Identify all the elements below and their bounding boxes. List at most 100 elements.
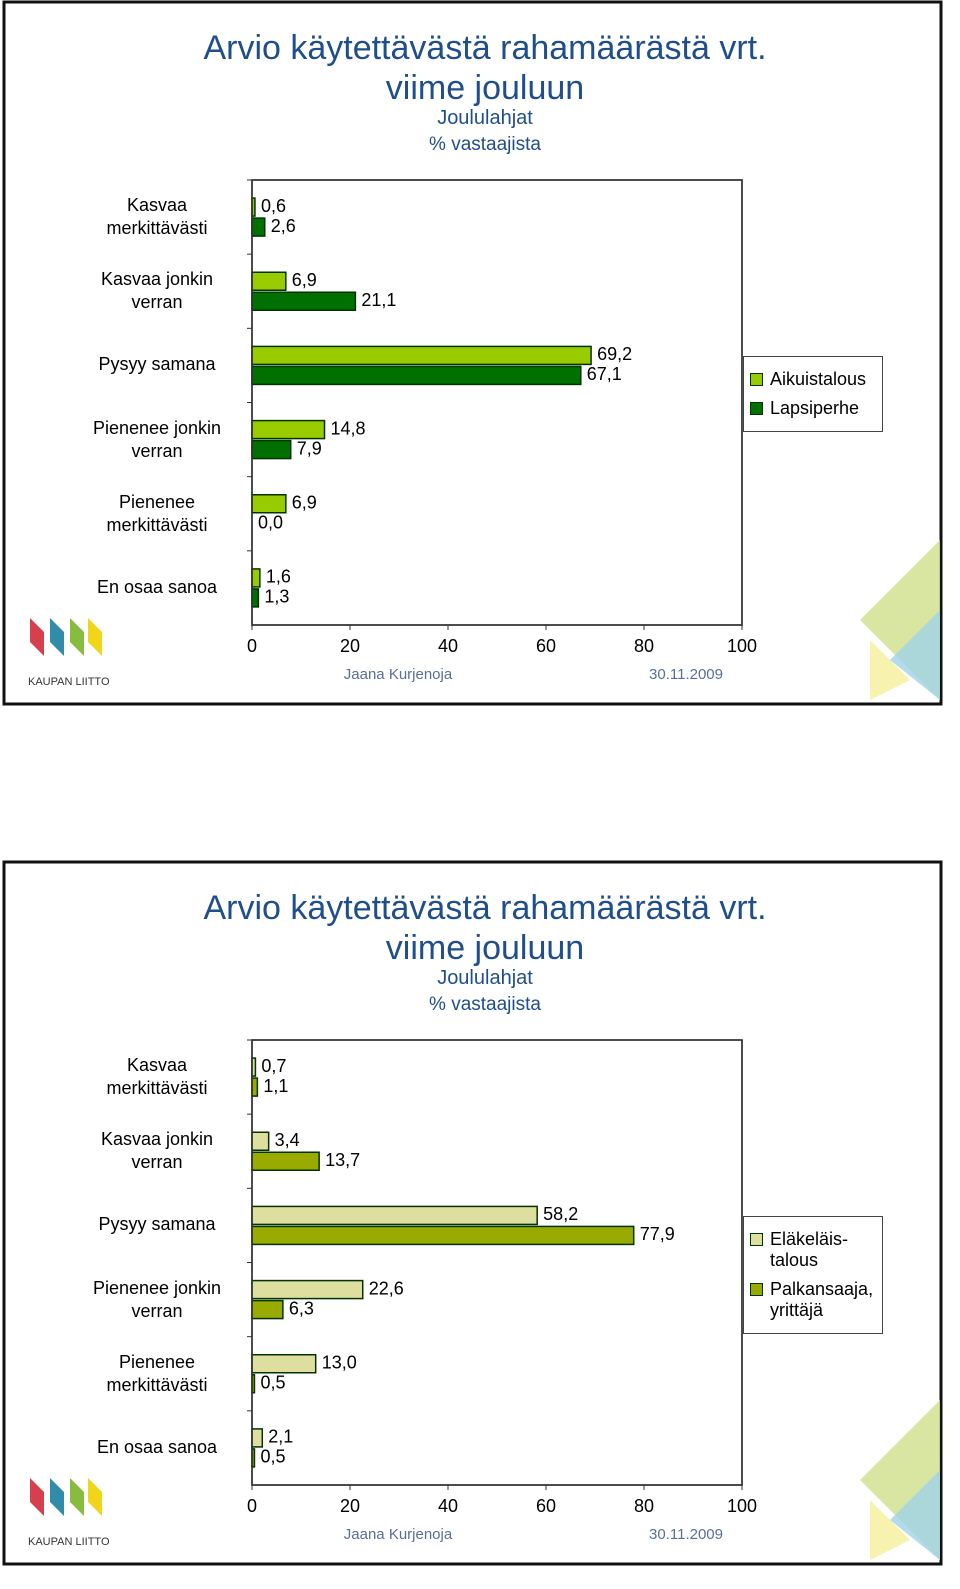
bar xyxy=(251,588,260,608)
plot-area xyxy=(251,179,743,626)
data-label: 6,3 xyxy=(289,1298,314,1318)
bar xyxy=(251,439,292,460)
legend-swatch xyxy=(750,373,763,386)
decor-shape xyxy=(870,640,910,700)
footer-date: 30.11.2009 xyxy=(649,1526,723,1543)
data-label: 0,0 xyxy=(258,513,283,533)
category-label: Kasvaa merkittävästi xyxy=(106,195,208,239)
bar xyxy=(251,1131,270,1151)
category-label: En osaa sanoa xyxy=(96,576,218,597)
logo-text: KAUPAN LIITTO xyxy=(28,676,110,688)
data-label: 2,6 xyxy=(271,216,296,236)
data-label: 67,1 xyxy=(587,364,622,384)
data-label: 1,1 xyxy=(263,1076,288,1096)
legend-item: Eläkeläis-talous xyxy=(750,1229,876,1271)
x-tick-label: 100 xyxy=(727,636,757,656)
plot-border xyxy=(251,1039,743,1486)
category-label: Pysyy samana xyxy=(98,1214,216,1235)
x-tick-label: 20 xyxy=(340,636,360,656)
category-label: Kasvaa jonkin verran xyxy=(100,269,214,313)
category-label: Pienenee merkittävästi xyxy=(106,491,208,535)
bar xyxy=(251,291,357,311)
logo-shape xyxy=(88,1478,102,1516)
x-tick-label: 80 xyxy=(634,636,654,656)
data-label: 0,5 xyxy=(260,1373,285,1393)
logo-shape xyxy=(30,618,44,656)
category-label: Pienenee merkittävästi xyxy=(106,1351,208,1395)
x-tick-label: 20 xyxy=(340,1496,360,1516)
bar xyxy=(251,419,326,440)
logo-shape xyxy=(30,1478,44,1516)
data-label: 69,2 xyxy=(597,344,632,364)
legend-item: Palkansaaja, yrittäjä xyxy=(750,1279,876,1321)
data-label: 77,9 xyxy=(640,1224,675,1244)
footer-author: Jaana Kurjenoja xyxy=(344,1526,453,1543)
category-label: Pienenee jonkin verran xyxy=(92,417,222,461)
data-label: 14,8 xyxy=(331,418,366,438)
data-label: 1,3 xyxy=(264,587,289,607)
unit-note: % vastaajista xyxy=(429,134,541,155)
legend-swatch xyxy=(750,1233,763,1246)
bar xyxy=(251,1279,364,1300)
chart-subtitle: Joululahjat xyxy=(437,967,533,989)
category-label: Pienenee jonkin verran xyxy=(92,1277,222,1321)
bar xyxy=(251,1299,284,1320)
data-label: 7,9 xyxy=(297,438,322,458)
legend-swatch xyxy=(750,402,763,415)
bar xyxy=(251,271,287,291)
x-tick-label: 40 xyxy=(438,636,458,656)
chart-title: Arvio käytettävästä rahamäärästä vrt. vi… xyxy=(203,889,767,967)
data-label: 2,1 xyxy=(268,1427,293,1447)
unit-note: % vastaajista xyxy=(429,994,541,1015)
slide-frame xyxy=(2,0,943,706)
bar xyxy=(251,365,582,386)
decor-shape xyxy=(890,1470,940,1560)
data-label: 21,1 xyxy=(361,290,396,310)
logo-shape xyxy=(70,1478,84,1516)
bar xyxy=(251,1077,259,1097)
data-label: 22,6 xyxy=(369,1278,404,1298)
bar xyxy=(251,1205,538,1226)
x-tick-label: 0 xyxy=(247,636,257,656)
category-label: En osaa sanoa xyxy=(96,1436,218,1457)
data-label: 0,5 xyxy=(260,1447,285,1467)
x-tick-label: 60 xyxy=(536,636,556,656)
data-label: 3,4 xyxy=(275,1130,300,1150)
data-label: 6,9 xyxy=(292,270,317,290)
legend-swatch xyxy=(750,1283,763,1296)
bar xyxy=(251,1151,320,1171)
legend-item: Aikuistalous xyxy=(750,369,876,390)
legend-label: Aikuistalous xyxy=(770,369,867,389)
logo-shape xyxy=(70,618,84,656)
legend: Eläkeläis-talous Palkansaaja, yrittäjä xyxy=(743,1216,883,1334)
footer-author: Jaana Kurjenoja xyxy=(344,666,453,683)
category-label: Kasvaa jonkin verran xyxy=(100,1129,214,1173)
slide-frame xyxy=(2,860,943,1566)
bar xyxy=(251,1428,264,1448)
x-tick-label: 100 xyxy=(727,1496,757,1516)
x-tick-label: 40 xyxy=(438,1496,458,1516)
decor-shape xyxy=(870,1500,910,1560)
logo-text: KAUPAN LIITTO xyxy=(28,1536,110,1548)
legend-label: Palkansaaja, yrittäjä xyxy=(770,1279,874,1320)
bar xyxy=(251,494,287,514)
decor-shape xyxy=(890,610,940,700)
data-label: 0,7 xyxy=(261,1056,286,1076)
bar xyxy=(251,345,592,366)
footer-date: 30.11.2009 xyxy=(649,666,723,683)
chart-subtitle: Joululahjat xyxy=(437,107,533,129)
data-label: 58,2 xyxy=(543,1204,578,1224)
data-label: 6,9 xyxy=(292,493,317,513)
chart-title: Arvio käytettävästä rahamäärästä vrt. vi… xyxy=(203,29,767,107)
logo-shape xyxy=(50,618,64,656)
legend: Aikuistalous Lapsiperhe xyxy=(743,356,883,432)
data-label: 1,6 xyxy=(266,567,291,587)
bar xyxy=(251,568,261,588)
data-label: 13,0 xyxy=(322,1353,357,1373)
legend-label: Lapsiperhe xyxy=(770,398,860,418)
category-label: Pysyy samana xyxy=(98,354,216,375)
plot-border xyxy=(251,179,743,626)
bar xyxy=(251,217,266,237)
